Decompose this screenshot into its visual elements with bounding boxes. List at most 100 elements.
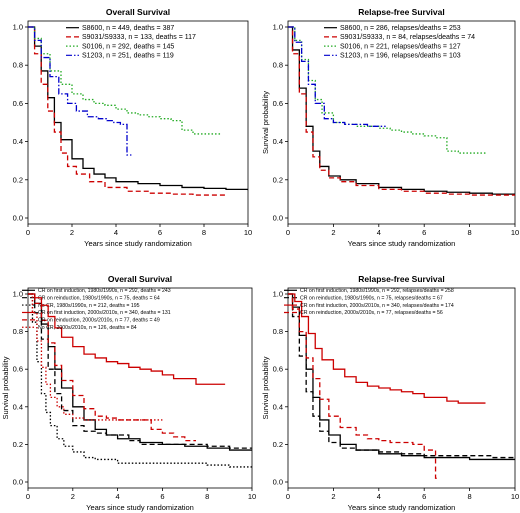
series-line-1 bbox=[288, 293, 515, 461]
x-tick-label: 6 bbox=[158, 228, 162, 237]
series-line-5 bbox=[28, 293, 196, 442]
x-tick-label: 4 bbox=[377, 228, 381, 237]
y-tick-label: 0.2 bbox=[13, 175, 23, 184]
y-axis-label: Survival probability bbox=[261, 356, 270, 419]
chart-panel-4: Relapse-free Survival 0 2 4 6 8 10 0.0 0.2 0.4 0.6… bbox=[261, 274, 519, 512]
series-line-2 bbox=[288, 293, 515, 459]
chart-title: Relapse-free Survival bbox=[358, 274, 444, 284]
legend-entry: CR on reinduction, 1980s/1990s, n = 75, … bbox=[38, 295, 160, 301]
y-tick-label: 1.0 bbox=[13, 290, 23, 299]
x-axis-label: Years since study randomization bbox=[348, 503, 456, 512]
y-tick-label: 0.0 bbox=[13, 214, 23, 223]
x-tick-label: 0 bbox=[26, 228, 30, 237]
y-tick-label: 0.2 bbox=[273, 175, 283, 184]
x-tick-label: 0 bbox=[286, 228, 290, 237]
legend-entry: CR on first induction, 1980s/1990s, n = … bbox=[38, 288, 171, 294]
y-tick-label: 0.8 bbox=[273, 327, 283, 336]
legend-entry: CR on first induction, 2000s/2010s, n = … bbox=[300, 303, 454, 309]
chart-title: Overall Survival bbox=[106, 7, 170, 17]
legend-entry: CR on first induction, 2000s/2010s, n = … bbox=[38, 310, 171, 316]
x-tick-label: 10 bbox=[244, 228, 252, 237]
legend-entry: No CR, 2000s/2010s, n = 126, deaths = 84 bbox=[38, 325, 137, 331]
legend-entry: CR on first induction, 1980s/1990s, n = … bbox=[300, 288, 454, 294]
y-tick-label: 0.0 bbox=[273, 478, 283, 487]
x-tick-label: 6 bbox=[160, 492, 164, 501]
series-line-1 bbox=[28, 26, 248, 191]
series-line-4 bbox=[28, 26, 132, 156]
y-tick-label: 0.8 bbox=[273, 61, 283, 70]
y-tick-label: 0.8 bbox=[13, 327, 23, 336]
x-tick-label: 2 bbox=[71, 492, 75, 501]
x-tick-label: 8 bbox=[468, 492, 472, 501]
y-tick-label: 0.6 bbox=[273, 99, 283, 108]
series-line-4 bbox=[288, 293, 438, 479]
y-tick-label: 0.6 bbox=[273, 365, 283, 374]
series-line-2 bbox=[288, 26, 515, 196]
x-axis-label: Years since study randomization bbox=[348, 239, 456, 248]
series-line-1 bbox=[28, 293, 252, 451]
series-line-6 bbox=[28, 293, 163, 421]
x-axis-label: Years since study randomization bbox=[86, 503, 194, 512]
series-line-3 bbox=[288, 293, 486, 404]
x-tick-label: 6 bbox=[422, 492, 426, 501]
legend-entry: No CR, 1980s/1990s, n = 212, deaths = 19… bbox=[38, 303, 140, 309]
x-tick-label: 0 bbox=[286, 492, 290, 501]
y-tick-label: 0.2 bbox=[13, 440, 23, 449]
y-axis-label: Survival probability bbox=[261, 91, 270, 154]
x-tick-label: 10 bbox=[511, 228, 519, 237]
series-line-2 bbox=[28, 26, 226, 196]
y-tick-label: 0.4 bbox=[13, 402, 23, 411]
y-tick-label: 0.6 bbox=[13, 365, 23, 374]
y-tick-label: 0.0 bbox=[13, 478, 23, 487]
plot-frame bbox=[27, 20, 249, 225]
y-axis-label: Survival probability bbox=[1, 356, 10, 419]
legend-entry: S1203, n = 196, relapses/deaths = 103 bbox=[340, 53, 461, 60]
legend-entry: S9031/S9333, n = 133, deaths = 117 bbox=[82, 34, 196, 41]
x-tick-label: 10 bbox=[248, 492, 256, 501]
legend-entry: S9031/S9333, n = 84, relapses/deaths = 7… bbox=[340, 34, 475, 41]
chart-title: Relapse-free Survival bbox=[358, 7, 444, 17]
y-tick-label: 1.0 bbox=[273, 290, 283, 299]
y-tick-label: 1.0 bbox=[13, 23, 23, 32]
x-tick-label: 8 bbox=[202, 228, 206, 237]
legend-entry: S8600, n = 286, relapses/deaths = 253 bbox=[340, 25, 461, 32]
x-tick-label: 10 bbox=[511, 492, 519, 501]
x-tick-label: 0 bbox=[26, 492, 30, 501]
chart-title: Overall Survival bbox=[108, 274, 172, 284]
series-line-1 bbox=[288, 26, 515, 196]
plot-frame bbox=[287, 20, 516, 225]
legend-entry: S0106, n = 221, relapses/deaths = 127 bbox=[340, 43, 461, 50]
x-tick-label: 2 bbox=[70, 228, 74, 237]
series-line-4 bbox=[288, 26, 386, 127]
x-tick-label: 4 bbox=[114, 228, 118, 237]
y-tick-label: 0.2 bbox=[273, 440, 283, 449]
chart-panel-3: Overall Survival 0 2 4 6 8 10 0.0 0.2 0.4 0.6 0.8 1.… bbox=[1, 274, 256, 512]
chart-panel-1: Overall Survival 0 2 4 6 8 10 0.0 0.2 0.4 0.6 0.8 1.… bbox=[13, 7, 253, 248]
x-tick-label: 4 bbox=[377, 492, 381, 501]
chart-panel-2: Relapse-free Survival 0 2 4 6 8 10 0.0 0.2 0.4 0.6… bbox=[261, 7, 519, 248]
x-tick-label: 4 bbox=[116, 492, 120, 501]
x-axis-label: Years since study randomization bbox=[84, 239, 192, 248]
legend-entry: S0106, n = 292, deaths = 145 bbox=[82, 43, 174, 50]
x-tick-label: 2 bbox=[331, 228, 335, 237]
series-line-4 bbox=[28, 293, 226, 385]
y-tick-label: 0.0 bbox=[273, 214, 283, 223]
legend-entry: CR on reinduction, 1980s/1990s, n = 75, … bbox=[300, 295, 443, 301]
y-tick-label: 0.4 bbox=[13, 137, 23, 146]
plot-frame bbox=[287, 287, 516, 489]
legend-entry: CR on reinduction, 2000s/2010s, n = 77, … bbox=[300, 310, 443, 316]
y-tick-label: 0.4 bbox=[273, 137, 283, 146]
plot-frame bbox=[27, 287, 253, 489]
y-tick-label: 0.8 bbox=[13, 61, 23, 70]
x-tick-label: 6 bbox=[422, 228, 426, 237]
y-tick-label: 1.0 bbox=[273, 23, 283, 32]
legend-entry: CR on reinduction, 2000s/2010s, n = 77, … bbox=[38, 318, 160, 324]
legend-entry: S8600, n = 449, deaths = 387 bbox=[82, 25, 174, 32]
x-tick-label: 2 bbox=[331, 492, 335, 501]
y-tick-label: 0.4 bbox=[273, 402, 283, 411]
x-tick-label: 8 bbox=[205, 492, 209, 501]
x-tick-label: 8 bbox=[468, 228, 472, 237]
y-tick-label: 0.6 bbox=[13, 99, 23, 108]
legend-entry: S1203, n = 251, deaths = 119 bbox=[82, 53, 174, 60]
